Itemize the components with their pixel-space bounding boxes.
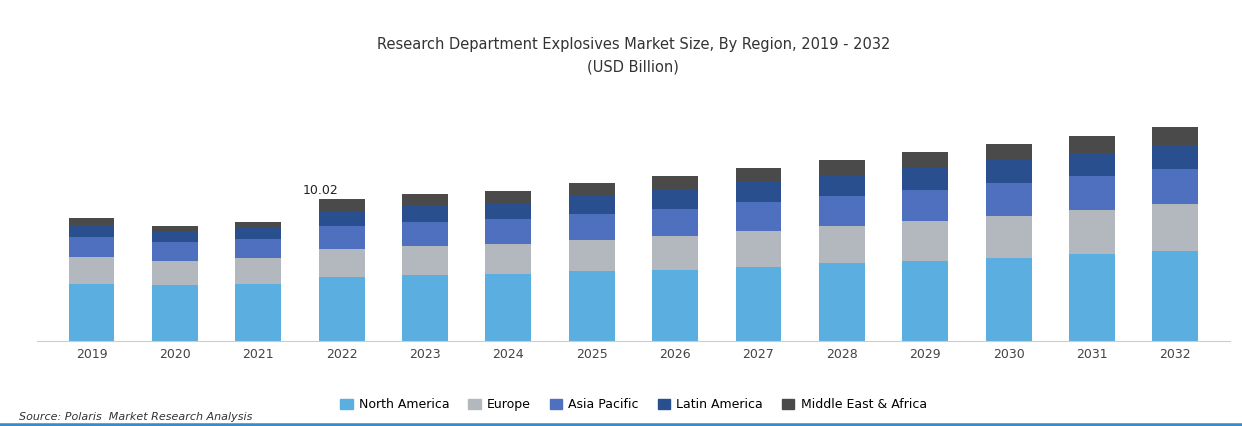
- Bar: [818, 226, 864, 263]
- Bar: [235, 239, 281, 259]
- Bar: [735, 182, 781, 202]
- Bar: [735, 267, 781, 341]
- Bar: [818, 263, 864, 341]
- Bar: [986, 258, 1032, 341]
- Bar: [986, 161, 1032, 183]
- Bar: [486, 191, 532, 203]
- Bar: [319, 277, 364, 341]
- Bar: [1153, 204, 1199, 250]
- Title: Research Department Explosives Market Size, By Region, 2019 - 2032
(USD Billion): Research Department Explosives Market Si…: [376, 37, 891, 74]
- Bar: [1069, 135, 1115, 153]
- Bar: [152, 231, 197, 242]
- Bar: [402, 222, 448, 246]
- Bar: [68, 284, 114, 341]
- Bar: [1069, 210, 1115, 254]
- Bar: [652, 270, 698, 341]
- Bar: [652, 236, 698, 270]
- Bar: [735, 202, 781, 231]
- Bar: [319, 226, 364, 248]
- Bar: [235, 228, 281, 239]
- Legend: North America, Europe, Asia Pacific, Latin America, Middle East & Africa: North America, Europe, Asia Pacific, Lat…: [335, 393, 932, 416]
- Bar: [652, 190, 698, 209]
- Bar: [986, 144, 1032, 161]
- Bar: [235, 222, 281, 228]
- Bar: [402, 206, 448, 222]
- Bar: [569, 214, 615, 240]
- Bar: [569, 196, 615, 214]
- Bar: [818, 160, 864, 175]
- Bar: [235, 259, 281, 284]
- Bar: [903, 167, 948, 190]
- Text: Source: Polaris  Market Research Analysis: Source: Polaris Market Research Analysis: [19, 412, 252, 422]
- Bar: [402, 194, 448, 206]
- Bar: [319, 248, 364, 277]
- Bar: [68, 257, 114, 284]
- Bar: [486, 219, 532, 244]
- Bar: [903, 261, 948, 341]
- Bar: [1153, 250, 1199, 341]
- Bar: [735, 167, 781, 182]
- Bar: [569, 240, 615, 271]
- Bar: [1069, 254, 1115, 341]
- Bar: [68, 237, 114, 257]
- Bar: [735, 231, 781, 267]
- Bar: [986, 183, 1032, 216]
- Bar: [152, 261, 197, 285]
- Bar: [152, 226, 197, 231]
- Bar: [1153, 145, 1199, 169]
- Bar: [152, 242, 197, 261]
- Bar: [652, 176, 698, 190]
- Bar: [903, 221, 948, 261]
- Bar: [486, 203, 532, 219]
- Bar: [569, 271, 615, 341]
- Bar: [1069, 153, 1115, 176]
- Bar: [402, 246, 448, 276]
- Bar: [319, 199, 364, 211]
- Bar: [486, 274, 532, 341]
- Text: 10.02: 10.02: [303, 184, 339, 197]
- Bar: [986, 216, 1032, 258]
- Bar: [1153, 127, 1199, 145]
- Bar: [652, 209, 698, 236]
- Bar: [152, 285, 197, 341]
- Bar: [319, 211, 364, 226]
- Bar: [818, 175, 864, 196]
- Bar: [569, 183, 615, 196]
- Bar: [402, 276, 448, 341]
- Bar: [486, 244, 532, 274]
- Bar: [235, 284, 281, 341]
- Bar: [1153, 169, 1199, 204]
- Bar: [818, 196, 864, 226]
- Bar: [68, 225, 114, 237]
- Bar: [903, 152, 948, 167]
- Bar: [903, 190, 948, 221]
- Bar: [68, 218, 114, 225]
- Bar: [1069, 176, 1115, 210]
